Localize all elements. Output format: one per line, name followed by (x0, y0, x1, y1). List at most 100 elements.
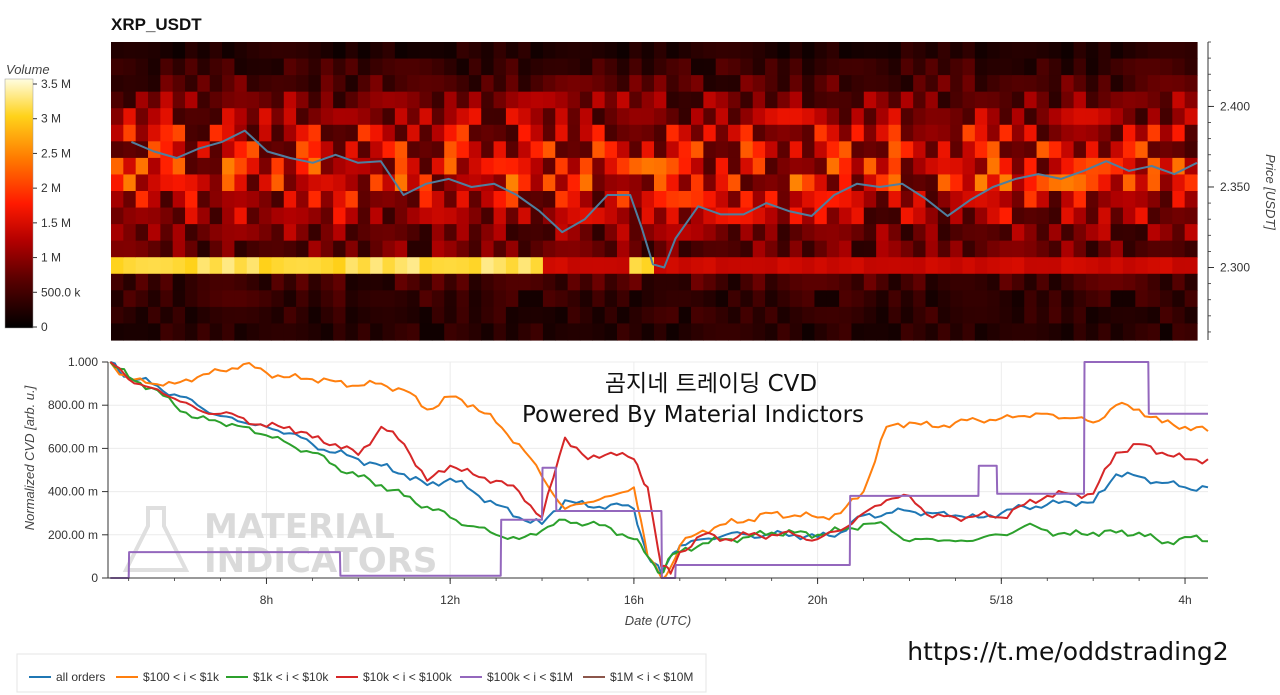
heatmap-cell (900, 141, 914, 159)
heatmap-cell (962, 273, 976, 291)
legend-item-label[interactable]: $1M < i < $10M (610, 670, 693, 684)
heatmap-cell (752, 91, 766, 109)
heatmap-cell (826, 42, 840, 60)
heatmap-cell (999, 108, 1013, 126)
heatmap-cell (641, 108, 655, 126)
heatmap-cell (505, 157, 519, 176)
heatmap-cell (197, 191, 211, 209)
heatmap-cell (1048, 306, 1062, 325)
heatmap-cell (172, 108, 186, 126)
heatmap-cell (1061, 75, 1075, 93)
heatmap-cell (715, 306, 729, 325)
heatmap-cell (839, 323, 853, 341)
heatmap-cell (160, 273, 174, 291)
heatmap-cell (851, 108, 865, 126)
legend-item-label[interactable]: $1k < i < $10k (253, 670, 329, 684)
heatmap-cell (505, 306, 519, 325)
heatmap-cell (691, 141, 704, 159)
heatmap-cell (320, 290, 334, 308)
heatmap-cell (234, 323, 248, 341)
heatmap-cell (765, 174, 779, 192)
heatmap-cell (296, 108, 310, 126)
heatmap-cell (345, 91, 359, 109)
heatmap-cell (937, 124, 951, 142)
heatmap-cell (197, 157, 211, 176)
heatmap-cell (974, 207, 988, 225)
heatmap-cell (814, 257, 828, 275)
heatmap-cell (407, 290, 421, 308)
heatmap-cell (937, 75, 951, 93)
heatmap-cell (839, 273, 853, 291)
heatmap-cell (234, 174, 248, 192)
heatmap-cell (1024, 224, 1038, 242)
heatmap-cell (530, 58, 544, 76)
heatmap-cell (135, 124, 149, 142)
heatmap-cell (826, 174, 840, 192)
heatmap-cell (826, 240, 840, 258)
heatmap-cell (900, 75, 914, 93)
heatmap-cell (370, 75, 384, 93)
heatmap-cell (863, 75, 877, 93)
heatmap-cell (1024, 273, 1038, 291)
heatmap-cell (123, 306, 137, 325)
heatmap-cell (148, 91, 161, 109)
heatmap-cell (234, 141, 248, 159)
heatmap-cell (641, 290, 655, 308)
heatmap-cell (345, 75, 359, 93)
heatmap-cell (1122, 58, 1136, 76)
heatmap-cell (1048, 91, 1062, 109)
heatmap-cell (123, 290, 137, 308)
heatmap-cell (962, 91, 976, 109)
heatmap-cell (567, 91, 581, 109)
heatmap-cell (1110, 91, 1124, 109)
heatmap-cell (654, 273, 667, 291)
heatmap-cell (185, 240, 198, 258)
legend-item-label[interactable]: all orders (56, 670, 105, 684)
heatmap-cell (740, 273, 754, 291)
heatmap-cell (616, 257, 630, 275)
heatmap-cell (752, 323, 766, 341)
heatmap-cell (111, 91, 124, 109)
heatmap-cell (135, 273, 149, 291)
heatmap-cell (925, 224, 939, 242)
heatmap-cell (160, 42, 174, 60)
heatmap-cell (567, 108, 581, 126)
legend-item-label[interactable]: $100k < i < $1M (487, 670, 573, 684)
heatmap-cell (357, 157, 371, 176)
heatmap-cell (629, 224, 643, 242)
heatmap-cell (123, 75, 137, 93)
heatmap-cell (863, 323, 877, 341)
heatmap-cell (950, 157, 964, 176)
heatmap-cell (641, 124, 655, 142)
heatmap-cell (876, 75, 890, 93)
heatmap-cell (654, 174, 667, 192)
heatmap-cell (246, 323, 260, 341)
heatmap-cell (1061, 306, 1075, 325)
heatmap-cell (542, 323, 556, 341)
heatmap-cell (802, 290, 816, 308)
heatmap-cell (444, 191, 458, 209)
heatmap-cell (839, 257, 853, 275)
heatmap-cell (987, 290, 1001, 308)
heatmap-cell (1085, 306, 1099, 325)
heatmap-cell (765, 141, 779, 159)
heatmap-cell (370, 273, 384, 291)
heatmap-cell (148, 108, 161, 126)
heatmap-cell (209, 42, 223, 60)
heatmap-cell (814, 207, 828, 225)
colorbar-label: Volume (6, 62, 50, 77)
heatmap-cell (851, 273, 865, 291)
legend-item-label[interactable]: $100 < i < $1k (143, 670, 220, 684)
heatmap-cell (308, 224, 322, 242)
heatmap-cell (863, 273, 877, 291)
heatmap-cell (888, 240, 902, 258)
heatmap-cell (505, 290, 519, 308)
heatmap-cell (1024, 157, 1038, 176)
heatmap-cell (592, 191, 606, 209)
telegram-link[interactable]: https://t.me/oddstrading2 (907, 637, 1228, 666)
heatmap-cell (1110, 240, 1124, 258)
heatmap-cell (1061, 124, 1075, 142)
legend-item-label[interactable]: $10k < i < $100k (363, 670, 453, 684)
